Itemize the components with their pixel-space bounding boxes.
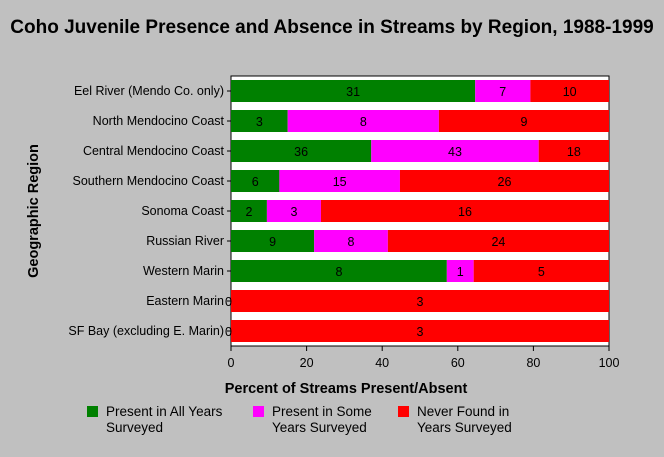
bar-segment [399, 170, 609, 192]
data-label: 6 [252, 175, 259, 189]
bar-segment [438, 110, 609, 132]
category-label: Russian River [146, 234, 224, 248]
data-label: 8 [348, 235, 355, 249]
data-label: 24 [491, 235, 505, 249]
bar-segment [473, 260, 609, 282]
data-label: 18 [567, 145, 581, 159]
data-label: 16 [458, 205, 472, 219]
legend-swatch-green [87, 406, 98, 417]
category-label: Central Mendocino Coast [83, 144, 225, 158]
legend-label-present-all-2: Surveyed [106, 420, 164, 435]
bar-segment [287, 110, 439, 132]
data-label: 0 [225, 295, 232, 309]
x-tick-label: 20 [300, 356, 314, 370]
bar-segment [446, 260, 474, 282]
legend-label-present-all-1: Present in All Years [106, 404, 223, 419]
data-label: 3 [417, 325, 424, 339]
data-label: 3 [290, 205, 297, 219]
bar-segment [387, 230, 609, 252]
bar-segment [231, 170, 280, 192]
bar-segment [371, 140, 539, 162]
bar-segment [231, 290, 609, 312]
x-tick-label: 80 [526, 356, 540, 370]
data-label: 9 [520, 115, 527, 129]
data-label: 9 [269, 235, 276, 249]
data-label: 36 [294, 145, 308, 159]
x-tick-label: 40 [375, 356, 389, 370]
category-label: Western Marin [143, 264, 224, 278]
legend-swatch-red [398, 406, 409, 417]
data-label: 2 [245, 205, 252, 219]
x-tick-label: 100 [599, 356, 620, 370]
bar-segment [231, 80, 476, 102]
bar-segment [320, 200, 609, 222]
bar-segment [231, 230, 315, 252]
legend-label-present-some-2: Years Surveyed [272, 420, 367, 435]
category-label: North Mendocino Coast [93, 114, 225, 128]
y-axis-title: Geographic Region [26, 144, 42, 278]
x-tick-label: 0 [228, 356, 235, 370]
data-label: 31 [346, 85, 360, 99]
data-label: 7 [499, 85, 506, 99]
bar-segment [530, 80, 609, 102]
chart-title-text: Coho Juvenile Presence and Absence in St… [10, 17, 654, 38]
bar-segment [231, 110, 288, 132]
bar-segment [475, 80, 531, 102]
x-axis-title: Percent of Streams Present/Absent [225, 381, 468, 397]
data-label: 10 [563, 85, 577, 99]
bar-segment [231, 260, 447, 282]
data-label: 26 [498, 175, 512, 189]
bar-segment [538, 140, 609, 162]
bars-layer [231, 80, 609, 342]
data-label: 43 [448, 145, 462, 159]
data-label: 15 [333, 175, 347, 189]
bar-segment [231, 200, 267, 222]
legend-swatch-magenta [253, 406, 264, 417]
data-label: 1 [457, 265, 464, 279]
category-label: Southern Mendocino Coast [73, 174, 225, 188]
category-label: SF Bay (excluding E. Marin) [68, 324, 224, 338]
axis-layer: 0 20 40 60 80 100 [227, 90, 620, 370]
data-label: 5 [538, 265, 545, 279]
data-label: 3 [417, 295, 424, 309]
data-label: 8 [360, 115, 367, 129]
legend-label-never-found-2: Years Surveyed [417, 420, 512, 435]
x-tick-label: 60 [451, 356, 465, 370]
bar-segment [231, 320, 609, 342]
data-label: 8 [335, 265, 342, 279]
bar-segment [279, 170, 400, 192]
bar-segment [266, 200, 321, 222]
data-label: 0 [225, 325, 232, 339]
bar-segment [314, 230, 388, 252]
chart-title: Coho Juvenile Presence and Absence in St… [0, 16, 664, 39]
category-label: Eastern Marin [146, 294, 224, 308]
legend-label-never-found-1: Never Found in [417, 404, 510, 419]
data-label: 3 [256, 115, 263, 129]
category-label: Eel River (Mendo Co. only) [74, 84, 224, 98]
category-label: Sonoma Coast [141, 204, 224, 218]
legend-label-present-some-1: Present in Some [272, 404, 372, 419]
bar-segment [231, 140, 372, 162]
